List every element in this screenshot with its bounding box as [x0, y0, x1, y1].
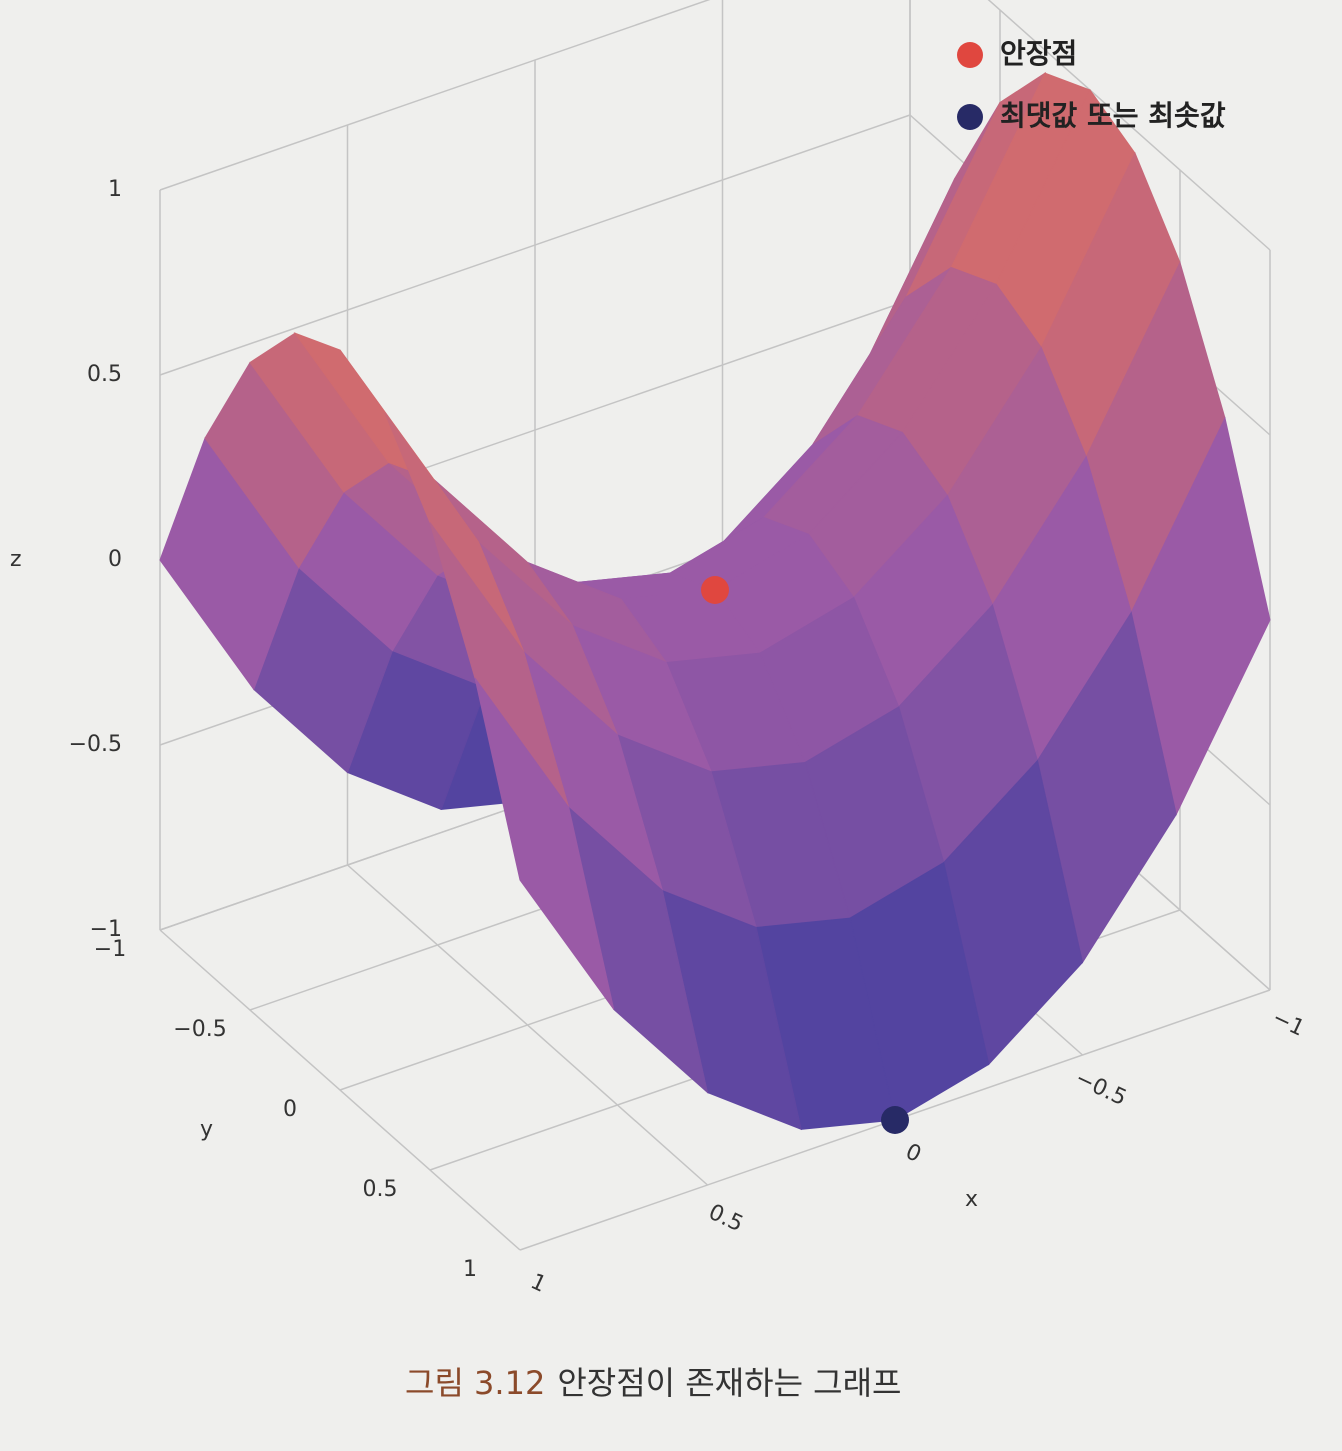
point	[881, 1106, 909, 1134]
surface-patch	[474, 677, 615, 1010]
y-axis-label: y	[200, 1117, 213, 1142]
grid-line	[159, 0, 711, 191]
points	[701, 576, 909, 1134]
legend-marker	[957, 104, 983, 130]
z-axis-label: z	[10, 547, 22, 572]
legend-marker	[957, 42, 983, 68]
x-axis-label: x	[965, 1187, 978, 1212]
z-tick-label: −1	[90, 917, 122, 942]
point	[701, 576, 729, 604]
surface	[159, 71, 1271, 1131]
grid-line	[159, 114, 911, 376]
legend-text: 최댓값 또는 최솟값	[1000, 99, 1226, 132]
z-tick-label: 1	[108, 177, 122, 202]
caption-label: 그림 3.12	[405, 1364, 545, 1402]
y-tick-label: 0.5	[363, 1177, 398, 1202]
y-tick-label: 1	[463, 1257, 477, 1282]
y-tick-label: 0	[283, 1097, 297, 1122]
z-tick-label: 0	[108, 547, 122, 572]
z-tick-label: 0.5	[87, 362, 122, 387]
y-tick-label: −1	[94, 937, 126, 962]
legend-text: 안장점	[1000, 37, 1077, 70]
z-tick-label: −0.5	[69, 732, 122, 757]
y-tick-label: −0.5	[173, 1017, 226, 1042]
caption-text: 안장점이 존재하는 그래프	[557, 1364, 901, 1402]
